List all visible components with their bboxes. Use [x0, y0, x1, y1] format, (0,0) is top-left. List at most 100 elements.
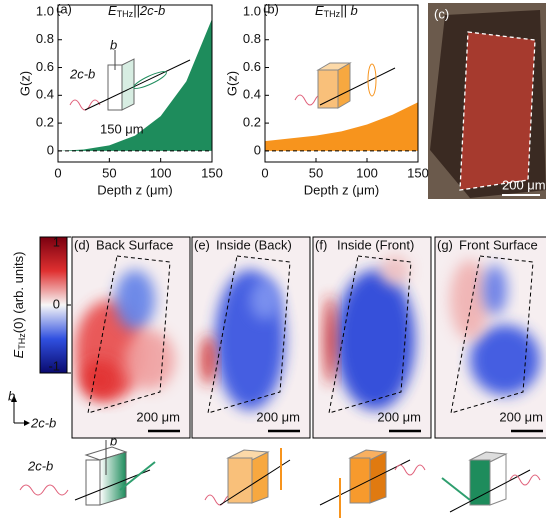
- map-blob: [125, 330, 175, 390]
- map-blob: [380, 255, 410, 285]
- text: ||2c-b: [133, 3, 165, 18]
- panel-title: Inside (Back): [216, 237, 292, 252]
- panel-label: (c): [434, 6, 449, 21]
- text: (0) (arb. units): [11, 252, 26, 334]
- y-tick-label: 0.2: [243, 115, 261, 130]
- panel-label: (b): [263, 1, 279, 16]
- map-blob: [483, 265, 507, 315]
- map-panel: (g) Front Surface 200 μm: [435, 237, 546, 438]
- scale-label: 200 μm: [502, 177, 546, 192]
- y-tick-label: 0.4: [36, 87, 54, 102]
- subscript: THz: [324, 9, 341, 19]
- box: [228, 458, 252, 503]
- box: [252, 452, 268, 503]
- y-tick-label: 0.6: [243, 59, 261, 74]
- wave-ring: [132, 69, 168, 91]
- figure: (c) 200 μm ETHz(0) (arb. units) b 2c-b b…: [0, 0, 546, 520]
- box: [86, 460, 100, 505]
- arrowhead: [24, 420, 30, 426]
- box: [338, 63, 350, 108]
- wave-ring: [368, 64, 376, 96]
- schematic-label: 2c-b: [27, 458, 53, 473]
- x-tick-label: 50: [309, 165, 323, 180]
- text: || b: [340, 3, 358, 18]
- annotation: 150 μm: [100, 121, 144, 136]
- box: [100, 452, 126, 505]
- colorbar-tick-label: 1: [53, 234, 60, 249]
- scale-label: 200 μm: [377, 409, 421, 424]
- map-blob: [201, 335, 215, 385]
- panel-title: (e): [194, 237, 210, 252]
- box: [490, 454, 506, 505]
- y-tick-label: 1.0: [36, 3, 54, 18]
- panel-title: (d): [74, 237, 90, 252]
- chart-title: ETHz||2c-b: [108, 3, 165, 19]
- panel-label: (a): [56, 1, 72, 16]
- subscript: THz: [17, 333, 27, 350]
- y-tick-label: 1.0: [243, 3, 261, 18]
- map-blob: [324, 295, 336, 385]
- y-tick-label: 0.6: [36, 59, 54, 74]
- x-tick-label: 100: [150, 165, 172, 180]
- x-tick-label: 150: [201, 165, 223, 180]
- scale-label: 200 μm: [136, 409, 180, 424]
- annotation: 2c-b: [69, 66, 95, 81]
- wave: [510, 475, 540, 485]
- subscript: THz: [117, 9, 134, 19]
- x-tick-label: 0: [54, 165, 61, 180]
- box: [370, 452, 386, 503]
- y-tick-label: 0.8: [243, 31, 261, 46]
- annotation: b: [110, 37, 117, 52]
- panel-title: (g): [437, 237, 453, 252]
- x-tick-label: 150: [407, 165, 429, 180]
- map-blob: [80, 360, 120, 400]
- symbol: E: [108, 3, 117, 18]
- x-axis-label: Depth z (μm): [97, 182, 172, 197]
- panel-title: Front Surface: [459, 237, 538, 252]
- axis-key-label: b: [8, 388, 15, 403]
- chart-title: ETHz|| b: [315, 3, 358, 19]
- arrow: [442, 478, 470, 500]
- y-tick-label: 0.2: [36, 115, 54, 130]
- box: [350, 458, 370, 503]
- map-panel: (f)Inside (Front)200 μm: [313, 237, 438, 438]
- x-tick-label: 0: [261, 165, 268, 180]
- panel-title: Back Surface: [96, 237, 173, 252]
- y-tick-label: 0.4: [243, 87, 261, 102]
- box: [108, 65, 122, 110]
- map-blob: [335, 270, 415, 410]
- map-blob: [450, 260, 490, 340]
- colorbar-tick-label: 0: [53, 296, 60, 311]
- area: [265, 102, 418, 151]
- y-tick-label: 0.8: [36, 31, 54, 46]
- symbol: E: [315, 3, 324, 18]
- x-tick-label: 50: [102, 165, 116, 180]
- box: [122, 59, 134, 110]
- y-axis-label: G(z): [17, 71, 32, 96]
- axis-key-label: 2c-b: [30, 415, 56, 430]
- colorbar-tick-label: -1: [48, 358, 60, 373]
- y-tick-label: 0: [254, 142, 261, 157]
- map-panel: (e) Inside (Back) 200 μm: [192, 237, 317, 438]
- colorbar-label: ETHz(0) (arb. units): [11, 252, 27, 359]
- x-axis-label: Depth z (μm): [304, 182, 379, 197]
- y-axis-label: G(z): [224, 71, 239, 96]
- sample: [460, 32, 535, 190]
- panel-title: Inside (Front): [337, 237, 414, 252]
- box: [318, 70, 338, 108]
- box: [470, 460, 490, 505]
- x-tick-label: 100: [356, 165, 378, 180]
- map-blob: [470, 325, 540, 395]
- map-blob: [250, 280, 280, 320]
- wave: [20, 485, 68, 495]
- wave: [395, 465, 425, 475]
- scale-label: 200 μm: [499, 409, 543, 424]
- symbol: E: [11, 349, 26, 358]
- map-panel: (d) Back Surface 200 μm: [72, 237, 197, 438]
- axes-key: b 2c-b: [8, 388, 56, 430]
- map-blob: [115, 270, 155, 330]
- y-tick-label: 0: [47, 142, 54, 157]
- schematics: b 2c-b: [20, 433, 540, 518]
- scale-label: 200 μm: [256, 409, 300, 424]
- photo-panel: (c) 200 μm: [428, 3, 546, 199]
